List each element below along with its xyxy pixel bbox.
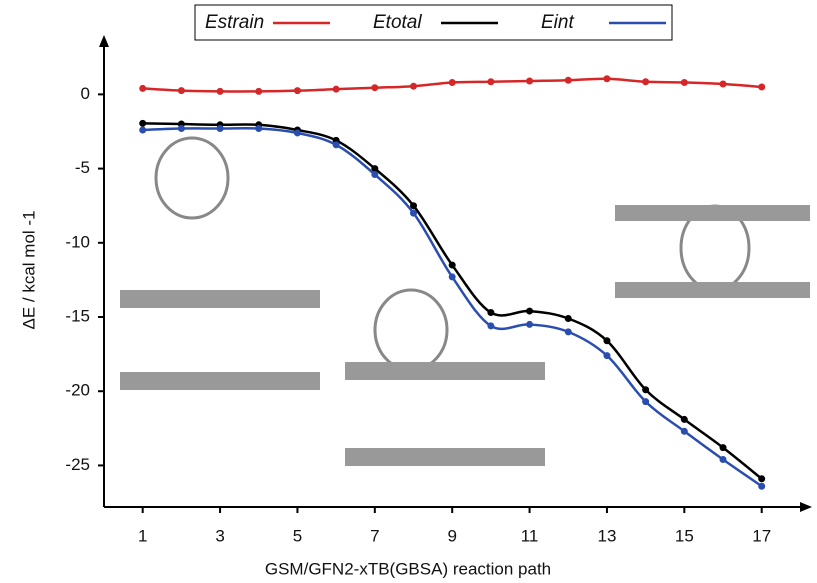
data-point [603,75,610,82]
legend-label: Etotal [373,12,422,33]
data-point [720,80,727,87]
x-tick-label: 7 [370,526,379,545]
x-tick-label: 11 [521,526,539,545]
y-tick-label: 0 [81,84,90,103]
data-point [449,79,456,86]
data-point [603,352,610,359]
data-point [487,309,494,316]
x-tick-label: 3 [215,526,224,545]
data-point [681,416,688,423]
x-axis-label: GSM/GFN2-xTB(GBSA) reaction path [265,559,551,578]
data-point [526,321,533,328]
data-point [371,84,378,91]
data-point [294,129,301,136]
data-point [217,88,224,95]
data-point [333,86,340,93]
x-tick-label: 1 [138,526,147,545]
data-point [255,125,262,132]
y-tick-label: -15 [65,306,90,325]
x-tick-label: 13 [597,526,616,545]
data-point [487,78,494,85]
data-point [720,456,727,463]
data-point [642,78,649,85]
data-point [139,126,146,133]
y-axis-label: ΔE / kcal mol -1 [19,210,38,329]
data-point [642,398,649,405]
data-point [758,483,765,490]
axis-arrow [99,35,109,47]
data-point [487,322,494,329]
data-point [178,125,185,132]
legend-label: Estrain [205,12,264,33]
data-point [603,337,610,344]
data-point [371,171,378,178]
y-tick-label: -20 [65,381,90,400]
data-point [255,88,262,95]
data-point [526,308,533,315]
data-point [526,78,533,85]
data-point [565,315,572,322]
data-point [681,428,688,435]
data-point [642,386,649,393]
axis-arrow [800,502,812,512]
data-point [449,262,456,269]
x-tick-label: 5 [293,526,302,545]
data-point [410,210,417,217]
data-point [217,125,224,132]
data-point [139,120,146,127]
x-tick-label: 9 [447,526,456,545]
x-tick-label: 17 [752,526,771,545]
legend-box [195,5,672,40]
data-point [758,83,765,90]
data-point [333,141,340,148]
y-tick-label: -5 [75,158,90,177]
molecule-illustration [120,138,810,466]
chart: GSM/GFN2-xTB(GBSA) reaction path ΔE / kc… [0,0,817,583]
data-point [681,79,688,86]
data-point [294,87,301,94]
data-point [178,87,185,94]
data-point [758,475,765,482]
data-point [565,328,572,335]
data-point [720,444,727,451]
y-tick-label: -10 [65,232,90,251]
data-point [410,83,417,90]
data-point [449,273,456,280]
data-point [565,77,572,84]
data-point [139,85,146,92]
y-tick-label: -25 [65,455,90,474]
x-tick-label: 15 [675,526,694,545]
legend-label: Eint [541,12,574,33]
